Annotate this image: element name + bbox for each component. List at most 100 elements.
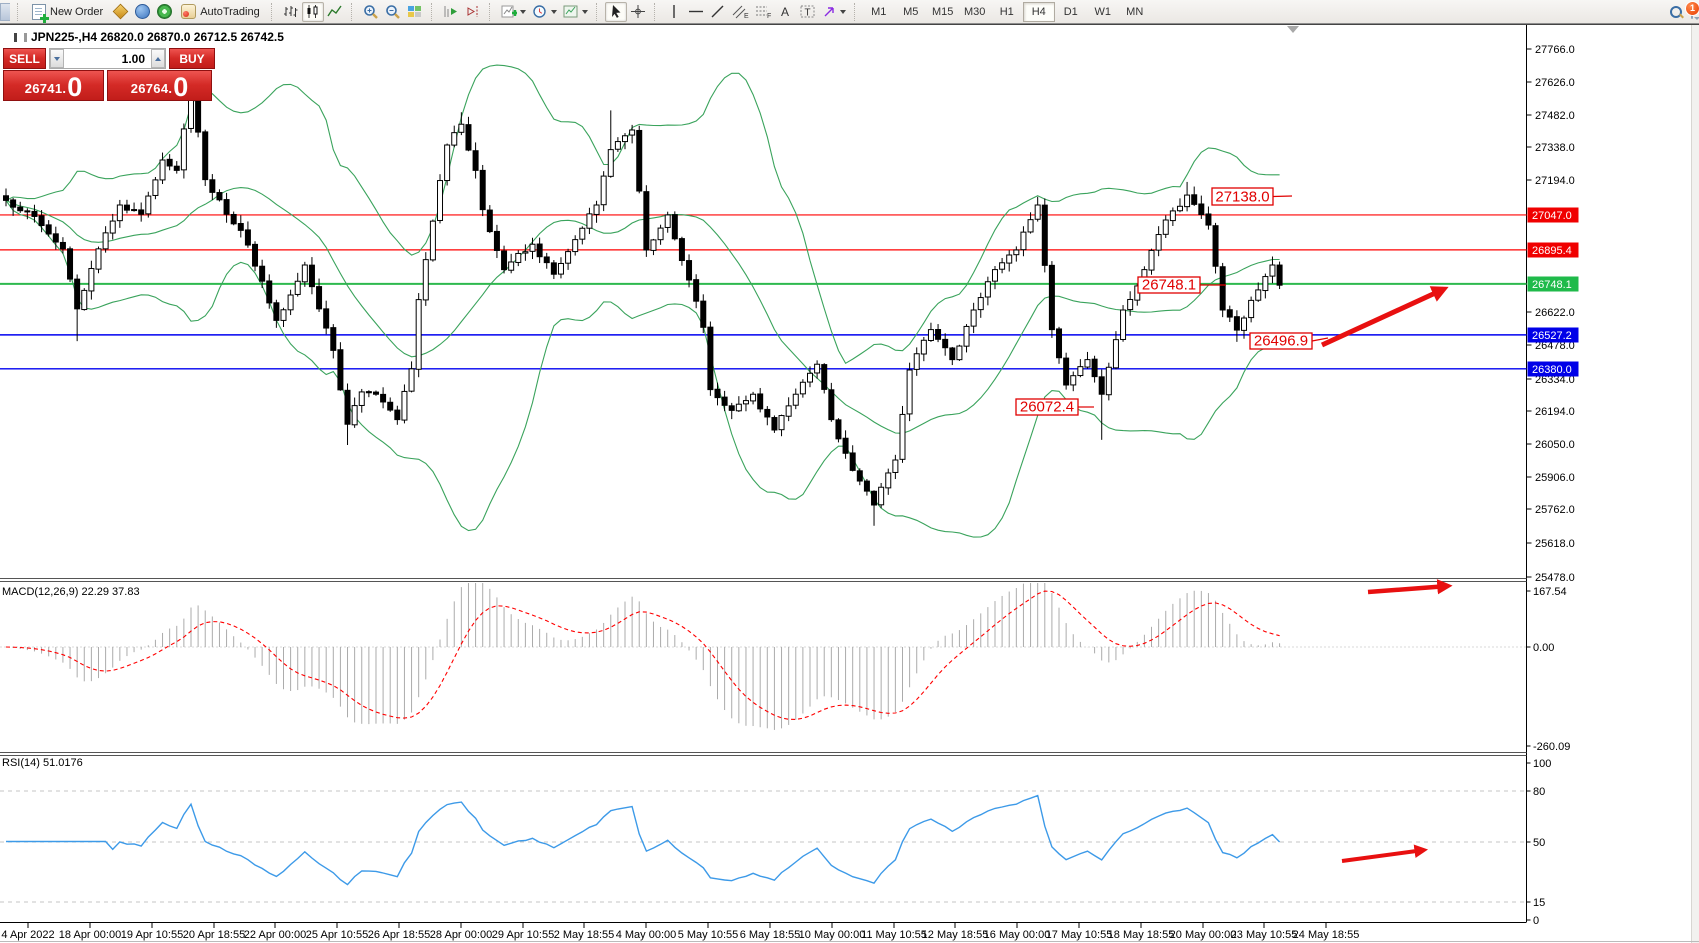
tile-windows-button[interactable] — [404, 2, 426, 22]
sell-price-button[interactable]: 26741. 0 — [3, 70, 104, 101]
svg-text:18 Apr 00:00: 18 Apr 00:00 — [59, 929, 121, 941]
svg-text:0.00: 0.00 — [1533, 642, 1554, 654]
buy-button[interactable]: BUY — [169, 48, 215, 69]
toolbar-separator — [853, 2, 859, 21]
crosshair-tool-button[interactable] — [627, 2, 649, 22]
new-order-icon — [32, 3, 49, 23]
timeframe-d1[interactable]: D1 — [1063, 5, 1078, 18]
right-edge-strip — [1691, 24, 1699, 943]
timeframe-m1[interactable]: M1 — [871, 5, 887, 18]
bar-chart-button[interactable] — [280, 2, 302, 22]
svg-text:27047.0: 27047.0 — [1532, 210, 1572, 222]
svg-text:23 May 10:55: 23 May 10:55 — [1231, 929, 1298, 941]
candlestick-chart-button[interactable] — [301, 1, 324, 22]
text-icon: A — [781, 5, 789, 19]
price-annotation-26496.9[interactable]: 26496.9 — [1249, 332, 1329, 350]
text-label-tool-button[interactable]: T — [797, 2, 819, 22]
new-order-button[interactable]: New Order — [26, 2, 109, 23]
main-chart-trend-arrow[interactable] — [1320, 286, 1449, 348]
crosshair-icon — [630, 5, 645, 18]
svg-text:26050.0: 26050.0 — [1535, 439, 1575, 451]
buy-price-button[interactable]: 26764. 0 — [107, 70, 212, 101]
svg-text:10 May 00:00: 10 May 00:00 — [799, 929, 866, 941]
symbol-icon — [14, 32, 27, 42]
timeframe-w1[interactable]: W1 — [1094, 5, 1111, 18]
horizontal-line-tool-button[interactable] — [685, 2, 707, 22]
volume-input[interactable]: 1.00 — [121, 51, 145, 66]
svg-text:F: F — [767, 13, 771, 19]
price-axis: 27766.0 27626.0 27482.0 27338.0 27194.0 26622… — [1526, 44, 1579, 927]
svg-text:26194.0: 26194.0 — [1535, 406, 1575, 418]
toolbar-separator — [430, 2, 436, 21]
svg-text:A: A — [781, 5, 789, 19]
community-button[interactable] — [131, 2, 153, 22]
timeframe-m15[interactable]: M15 — [932, 5, 954, 18]
svg-text:27626.0: 27626.0 — [1535, 77, 1575, 89]
price-annotation-27138.0[interactable]: 27138.0 — [1211, 187, 1293, 206]
zoom-in-icon — [363, 4, 378, 19]
sell-price-small: 26741. — [24, 81, 67, 96]
macd-trend-arrow[interactable] — [1367, 579, 1453, 595]
price-annotation-26072.4[interactable]: 26072.4 — [1015, 398, 1094, 416]
timeframe-m5[interactable]: M5 — [903, 5, 919, 18]
price-annotation-26748.1[interactable]: 26748.1 — [1137, 276, 1226, 294]
svg-text:5 May 10:55: 5 May 10:55 — [678, 929, 739, 941]
zoom-in-button[interactable] — [360, 2, 382, 22]
arrows-tool-button[interactable] — [819, 2, 849, 22]
svg-text:4 Apr 2022: 4 Apr 2022 — [1, 929, 54, 941]
vertical-line-icon — [673, 5, 675, 18]
text-tool-button[interactable]: A — [775, 2, 797, 22]
search-icon[interactable] — [1669, 5, 1683, 19]
indicators-button[interactable] — [498, 2, 529, 22]
zoom-out-button[interactable] — [382, 2, 404, 22]
svg-text:16 May 00:00: 16 May 00:00 — [984, 929, 1051, 941]
svg-text:25 Apr 10:55: 25 Apr 10:55 — [306, 929, 368, 941]
line-chart-button[interactable] — [324, 2, 346, 22]
rsi-trend-arrow[interactable] — [1341, 844, 1429, 863]
timeframe-h4[interactable]: H4 — [1022, 1, 1055, 22]
templates-button[interactable] — [560, 2, 591, 22]
news-button[interactable] — [153, 2, 175, 22]
timeframe-m30[interactable]: M30 — [964, 5, 986, 18]
svg-text:26334.0: 26334.0 — [1535, 374, 1575, 386]
line-chart-icon — [327, 5, 342, 17]
volume-increase-button[interactable] — [151, 49, 165, 68]
equidistant-channel-tool-button[interactable]: E — [729, 2, 752, 22]
auto-scroll-button[interactable] — [440, 2, 462, 22]
timeframe-mn[interactable]: MN — [1126, 5, 1144, 18]
svg-text:26622.0: 26622.0 — [1535, 307, 1575, 319]
toolbar-separator — [488, 2, 494, 21]
clipped-toolbar-icon[interactable] — [0, 2, 10, 21]
clock-icon — [533, 5, 546, 18]
svg-text:15: 15 — [1533, 897, 1545, 909]
candlestick-series — [3, 74, 1283, 526]
toolbar-separator — [270, 2, 276, 21]
periods-button[interactable] — [529, 2, 560, 22]
fibonacci-tool-button[interactable]: F — [752, 2, 775, 22]
dropdown-caret — [839, 9, 846, 14]
autotrading-button[interactable]: AutoTrading — [175, 2, 266, 22]
svg-text:12 May 18:55: 12 May 18:55 — [922, 929, 989, 941]
sell-button[interactable]: SELL — [3, 48, 46, 69]
svg-text:26748.1: 26748.1 — [1532, 279, 1572, 291]
volume-decrease-button[interactable] — [50, 49, 64, 68]
autotrading-icon — [181, 4, 197, 19]
metaeditor-button[interactable] — [109, 2, 131, 22]
window-grip-icon[interactable] — [1287, 26, 1299, 33]
svg-text:22 Apr 00:00: 22 Apr 00:00 — [244, 929, 306, 941]
chat-button[interactable]: 1 — [1685, 0, 1699, 19]
chart-shift-button[interactable] — [462, 2, 484, 22]
svg-text:27482.0: 27482.0 — [1535, 110, 1575, 122]
time-axis: 4 Apr 2022 18 Apr 00:00 19 Apr 10:55 20 Apr… — [1, 923, 1359, 941]
vertical-line-tool-button[interactable] — [663, 2, 685, 22]
timeframe-h1[interactable]: H1 — [999, 5, 1014, 18]
macd-indicator-label: MACD(12,26,9) 22.29 37.83 — [2, 586, 140, 598]
metaeditor-icon — [112, 3, 129, 20]
cursor-tool-button[interactable] — [604, 1, 627, 22]
rsi-panel — [0, 790, 1526, 903]
trendline-tool-button[interactable] — [707, 2, 729, 22]
buy-price-big: 0 — [173, 72, 189, 102]
auto-scroll-icon — [444, 6, 457, 17]
svg-text:100: 100 — [1533, 758, 1551, 770]
